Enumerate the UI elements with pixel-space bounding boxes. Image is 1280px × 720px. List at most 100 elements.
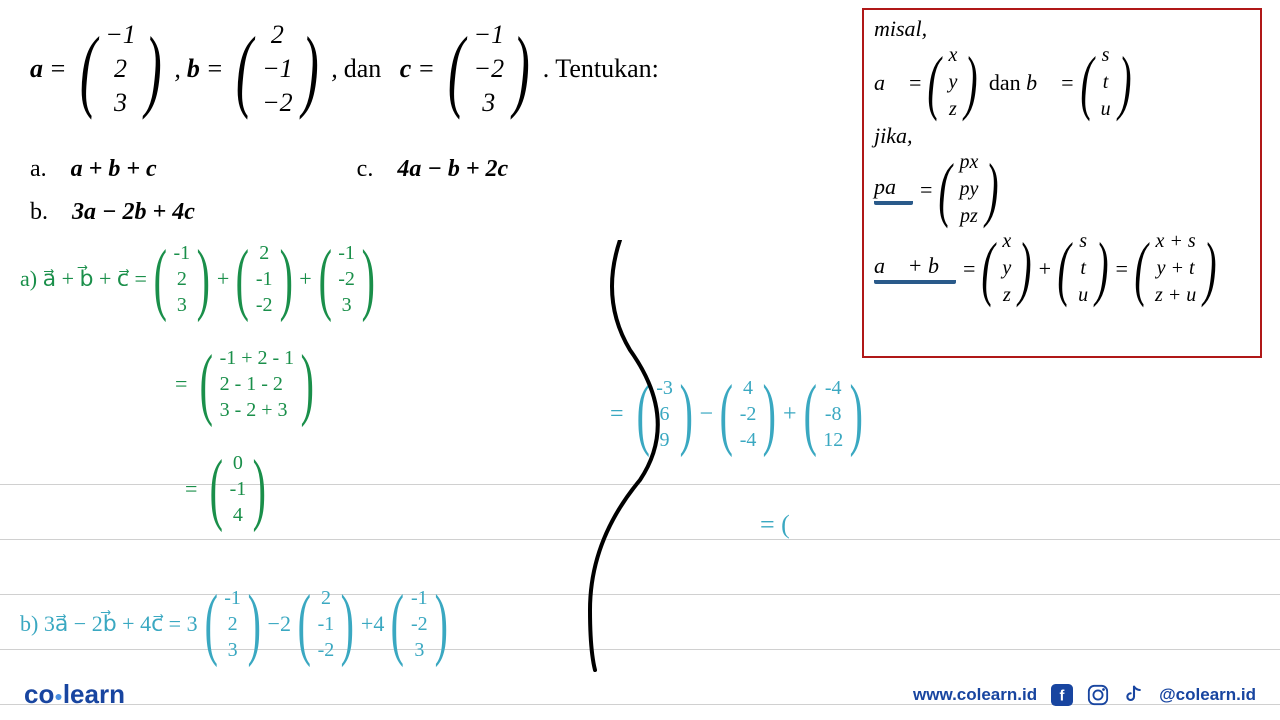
bp1: +: [1037, 256, 1052, 282]
box-misal: misal,: [874, 16, 1250, 42]
wbv20: 2: [321, 585, 331, 611]
wb-c3: 3: [187, 611, 198, 637]
box-row2: pa⃗ = ( px py pz ): [874, 151, 1250, 228]
bz: z: [949, 98, 957, 121]
formula-box: misal, a⃗ = ( x y z ) dan b⃗ = ( s t: [862, 8, 1262, 358]
question-b: b. 3a − 2b + 4c: [30, 191, 508, 234]
footer-handle: @colearn.id: [1159, 685, 1256, 705]
wav31: -2: [338, 266, 355, 292]
bsum2: z + u: [1155, 284, 1196, 307]
wb-label: b): [20, 611, 38, 637]
footer-right: www.colearn.id f @colearn.id: [913, 684, 1256, 706]
bt: t: [1103, 71, 1109, 94]
wav10: -1: [174, 240, 191, 266]
box-row3: a⃗ + b⃗ = ( x y z ) + ( s t u ): [874, 230, 1250, 307]
vector-c: ( −1 −2 3 ): [441, 20, 537, 118]
wbv30: -1: [411, 585, 428, 611]
svg-text:f: f: [1060, 688, 1065, 704]
wav12: 3: [177, 292, 187, 318]
box-row1: a⃗ = ( x y z ) dan b⃗ = ( s t u: [874, 44, 1250, 121]
dan-text: dan: [344, 54, 382, 84]
wbv12: 3: [228, 637, 238, 663]
work-a-result: = ( 0 -1 4 ): [185, 450, 273, 528]
bz2: z: [1003, 284, 1011, 307]
var-b: b: [187, 54, 200, 84]
wa-sum0: -1 + 2 - 1: [220, 345, 295, 371]
wb-lhs: 3a⃗ − 2b⃗ + 4c⃗ =: [44, 611, 181, 637]
work-a-step2: = ( -1 + 2 - 1 2 - 1 - 2 3 - 2 + 3 ): [175, 345, 321, 423]
qc-expr: 4a − b + 2c: [397, 156, 508, 182]
bu: u: [1101, 98, 1111, 121]
wbv31: -2: [411, 611, 428, 637]
c1: −2: [474, 54, 505, 84]
eq1: =: [49, 54, 67, 84]
tiktok-icon: [1123, 684, 1145, 706]
wbv22: -2: [318, 637, 335, 663]
be5: =: [1114, 256, 1129, 282]
be4: =: [962, 256, 977, 282]
wb-result-open: = (: [760, 510, 790, 539]
b0: 2: [271, 20, 284, 50]
wbv21: -1: [318, 611, 335, 637]
be3: =: [919, 177, 934, 203]
be2: =: [1060, 70, 1075, 96]
wa-r2: 4: [233, 502, 243, 528]
bu2: u: [1078, 284, 1088, 307]
wav20: 2: [259, 240, 269, 266]
question-c: c. 4a − b + 2c: [357, 148, 509, 191]
b1: −1: [262, 54, 293, 84]
facebook-icon: f: [1051, 684, 1073, 706]
wa-sum1: 2 - 1 - 2: [220, 371, 283, 397]
wb-c2: 2: [280, 611, 291, 637]
box-b: b⃗: [1026, 70, 1054, 96]
qc-label: c.: [357, 156, 374, 182]
wbs1c0: -4: [825, 375, 842, 401]
eq2: =: [206, 54, 224, 84]
logo: co●learn: [24, 679, 125, 710]
divider-curve: [560, 240, 760, 680]
qb-label: b.: [30, 199, 48, 225]
wa-lhs: a⃗ + b⃗ + c⃗ =: [43, 266, 147, 292]
bpy: py: [959, 178, 978, 201]
wa-plus1: +: [217, 266, 229, 292]
qb-expr: 3a − 2b + 4c: [72, 199, 195, 225]
box-jika: jika,: [874, 123, 1250, 149]
wbs1c1: -8: [825, 401, 842, 427]
box-dan: dan: [989, 70, 1021, 96]
wav22: -2: [256, 292, 273, 318]
be1: =: [908, 70, 923, 96]
question-a: a. a + b + c: [30, 148, 157, 191]
b2: −2: [262, 88, 293, 118]
bpz: pz: [960, 205, 978, 228]
wav32: 3: [342, 292, 352, 318]
box-pa: pa⃗: [874, 174, 913, 205]
box-a: a⃗: [874, 70, 902, 96]
wa-sum2: 3 - 2 + 3: [220, 397, 288, 423]
vector-b: ( 2 −1 −2 ): [229, 20, 325, 118]
logo-co: co: [24, 679, 54, 709]
bsum1: y + t: [1157, 257, 1195, 280]
wbv10: -1: [224, 585, 241, 611]
bx: x: [948, 44, 957, 67]
by: y: [948, 71, 957, 94]
wa-label: a): [20, 266, 37, 292]
box-ab: a⃗ + b⃗: [874, 253, 956, 284]
bsum0: x + s: [1156, 230, 1196, 253]
wav30: -1: [338, 240, 355, 266]
a0: −1: [105, 20, 136, 50]
wb-plus: +: [361, 611, 373, 637]
eq3: =: [417, 54, 435, 84]
qa-label: a.: [30, 156, 47, 182]
questions: a. a + b + c c. 4a − b + 2c b. 3a − 2b +…: [30, 148, 508, 234]
comma2: ,: [331, 54, 338, 84]
comma1: ,: [174, 54, 181, 84]
footer-url: www.colearn.id: [913, 685, 1037, 705]
wa-plus2: +: [299, 266, 311, 292]
wav11: 2: [177, 266, 187, 292]
qa-expr: a + b + c: [71, 156, 157, 182]
wbs1c2: 12: [823, 427, 843, 453]
a2: 3: [114, 88, 127, 118]
wa-r0: 0: [233, 450, 243, 476]
vector-a: ( −1 2 3 ): [73, 20, 169, 118]
bx2: x: [1002, 230, 1011, 253]
